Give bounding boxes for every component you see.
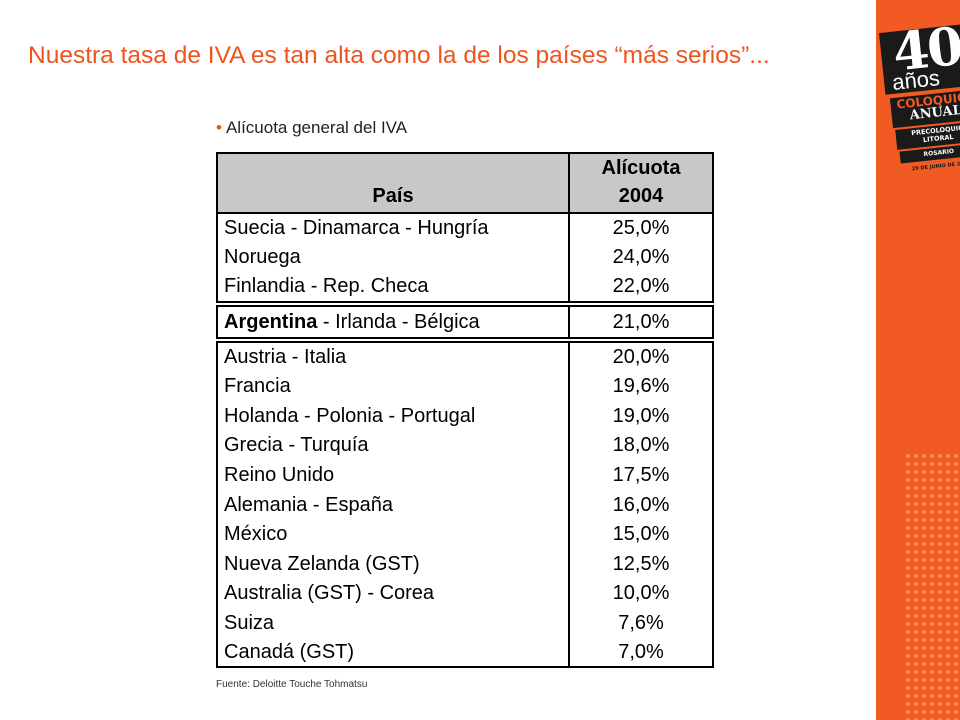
country-cell: Noruega [216, 242, 570, 273]
bullet-subtitle: • Alícuota general del IVA [216, 118, 407, 138]
rate-cell: 17,5% [568, 460, 714, 490]
source-note: Fuente: Deloitte Touche Tohmatsu [216, 679, 368, 690]
table-row: Nueva Zelanda (GST) 12,5% [216, 548, 714, 579]
bullet-text: Alícuota general del IVA [225, 118, 408, 137]
country-cell: México [216, 519, 570, 549]
rate-cell: 10,0% [568, 578, 714, 609]
slide-title: Nuestra tasa de IVA es tan alta como la … [28, 42, 770, 69]
rate-cell: 19,6% [568, 371, 714, 401]
country-cell: Suiza [216, 608, 570, 638]
table-row: Finlandia - Rep. Checa 22,0% [216, 272, 714, 303]
country-rest: - Irlanda - Bélgica [317, 310, 480, 333]
table-row: Austria - Italia 20,0% [216, 340, 714, 372]
table-row: Alemania - España 16,0% [216, 489, 714, 520]
dot-pattern-decoration [904, 452, 960, 720]
header-rate: Alícuota 2004 [568, 152, 714, 214]
table-row: Argentina - Irlanda - Bélgica 21,0% [216, 304, 714, 339]
table-body: Suecia - Dinamarca - Hungría 25,0% Noruega… [216, 213, 714, 669]
country-cell: Holanda - Polonia - Portugal [216, 400, 570, 431]
table-row: México 15,0% [216, 519, 714, 549]
country-cell: Austria - Italia [216, 340, 570, 372]
bullet-dot: • [216, 118, 222, 137]
country-cell: Alemania - España [216, 489, 570, 520]
country-cell: Canadá (GST) [216, 637, 570, 669]
table-row: Noruega 24,0% [216, 242, 714, 273]
table-row: Australia (GST) - Corea 10,0% [216, 578, 714, 609]
table-row: Francia 19,6% [216, 371, 714, 401]
country-cell: Grecia - Turquía [216, 430, 570, 461]
rate-cell: 24,0% [568, 242, 714, 273]
country-cell: Argentina - Irlanda - Bélgica [216, 304, 570, 339]
rate-cell: 22,0% [568, 272, 714, 303]
country-cell: Finlandia - Rep. Checa [216, 272, 570, 303]
coloquio-logo: 40 años COLOQUIO ANUAL PRECOLOQUIO LITOR… [870, 14, 960, 183]
logo-anos: años [890, 65, 942, 95]
country-cell: Suecia - Dinamarca - Hungría [216, 213, 570, 243]
table-row: Suiza 7,6% [216, 608, 714, 638]
header-rate-line2: 2004 [618, 185, 664, 207]
vat-rate-table: País Alícuota 2004 Suecia - Dinamarca - … [216, 152, 714, 669]
rate-cell: 7,6% [568, 608, 714, 638]
table-header-row: País Alícuota 2004 [216, 152, 714, 214]
rate-cell: 15,0% [568, 519, 714, 549]
country-cell: Australia (GST) - Corea [216, 578, 570, 609]
country-highlight: Argentina [224, 310, 318, 333]
header-rate-line1: Alícuota [601, 157, 681, 179]
rate-cell: 7,0% [568, 637, 714, 669]
header-country: País [216, 152, 570, 214]
rate-cell: 21,0% [568, 304, 714, 339]
rate-cell: 25,0% [568, 213, 714, 243]
table-row: Grecia - Turquía 18,0% [216, 430, 714, 461]
table-row: Holanda - Polonia - Portugal 19,0% [216, 400, 714, 431]
country-cell: Reino Unido [216, 460, 570, 490]
country-cell: Francia [216, 371, 570, 401]
rate-cell: 12,5% [568, 548, 714, 579]
country-cell: Nueva Zelanda (GST) [216, 548, 570, 579]
rate-cell: 16,0% [568, 489, 714, 520]
table-row: Suecia - Dinamarca - Hungría 25,0% [216, 213, 714, 243]
table-row: Canadá (GST) 7,0% [216, 637, 714, 669]
table-row: Reino Unido 17,5% [216, 460, 714, 490]
rate-cell: 20,0% [568, 340, 714, 372]
rate-cell: 18,0% [568, 430, 714, 461]
rate-cell: 19,0% [568, 400, 714, 431]
